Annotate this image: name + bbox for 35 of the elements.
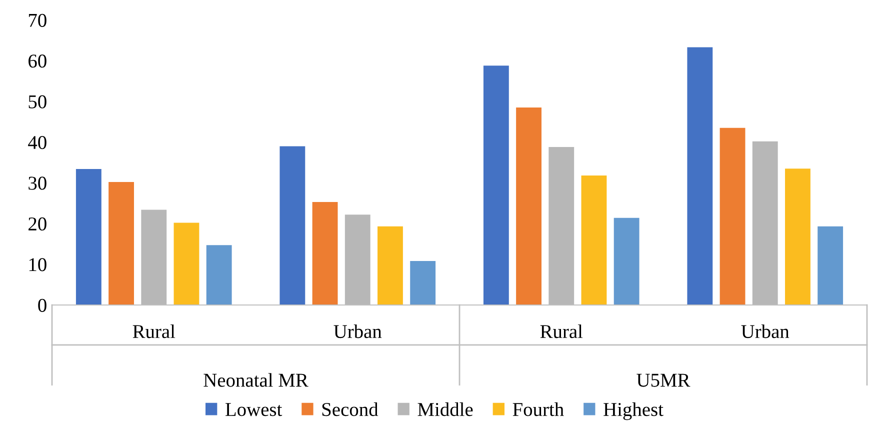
bar — [818, 226, 844, 305]
text: U5MR — [636, 374, 690, 387]
bar — [483, 66, 509, 305]
legend-label: Highest — [604, 402, 664, 420]
text: Neonatal MR — [204, 373, 308, 387]
x-tick-label: Rural — [132, 324, 176, 338]
bar — [312, 202, 338, 305]
bar — [76, 169, 102, 305]
bar — [581, 176, 607, 305]
legend-label: Second — [322, 402, 378, 416]
bar — [516, 108, 542, 305]
bar — [378, 226, 403, 305]
legend-label: Fourth — [512, 402, 564, 416]
legend-label: Lowest — [226, 403, 282, 416]
x-tick-label: Urban — [334, 324, 382, 338]
y-tick-label: 20 — [28, 217, 46, 231]
y-tick-label: 40 — [28, 136, 46, 150]
x-tick-label: Urban — [741, 324, 790, 338]
bar — [687, 47, 713, 305]
x-tick-label: Rural — [540, 324, 583, 338]
bar — [108, 182, 134, 305]
bar — [785, 168, 810, 305]
y-tick-label: 70 — [28, 14, 46, 27]
y-tick-label: 50 — [28, 95, 46, 108]
bar — [174, 222, 200, 305]
legend-label: Middle — [418, 402, 473, 416]
bar — [280, 146, 306, 305]
y-tick-label: 60 — [28, 54, 46, 68]
y-tick-label: 10 — [29, 258, 46, 272]
bar — [614, 218, 640, 305]
bar — [410, 261, 436, 305]
y-tick-label: 30 — [28, 176, 46, 190]
bar — [720, 128, 746, 305]
bar — [206, 245, 232, 305]
y-tick-label: 0 — [38, 298, 46, 312]
